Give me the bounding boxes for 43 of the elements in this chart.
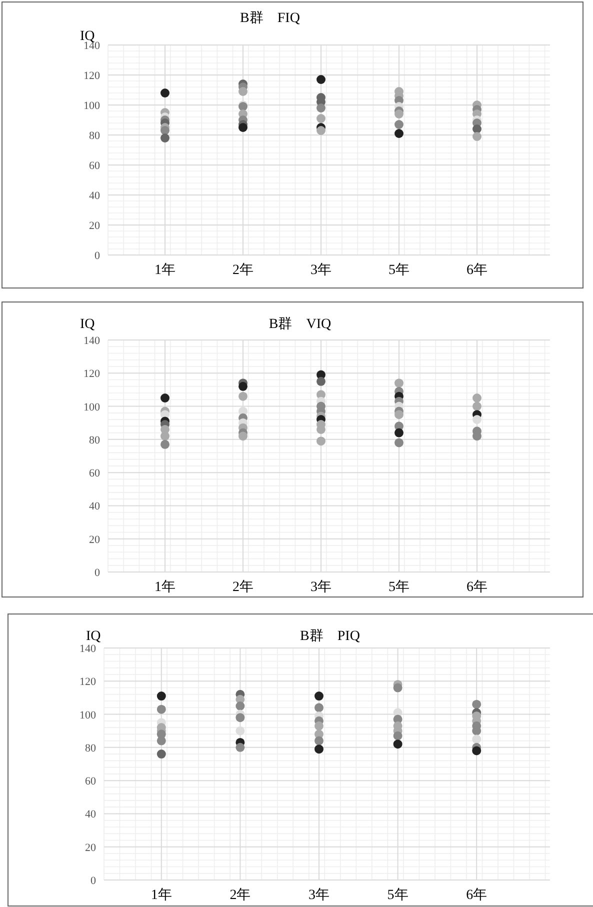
x-tick-label: 5年 (387, 887, 408, 903)
x-tick-label: 3年 (308, 887, 330, 903)
y-tick-label: 20 (85, 842, 96, 854)
x-tick-label: 2年 (232, 579, 254, 595)
y-tick-label: 100 (84, 401, 100, 414)
y-tick-label: 40 (85, 808, 96, 821)
x-tick-label: 3年 (310, 262, 332, 278)
y-tick-label: 100 (84, 100, 100, 112)
y-tick-label: 120 (84, 70, 100, 82)
chart-title: B群 FIQ (240, 10, 300, 26)
x-tick-label: 2年 (232, 262, 254, 278)
y-tick-label: 80 (85, 742, 96, 754)
y-axis-title: IQ (80, 317, 95, 332)
y-tick-label: 0 (94, 250, 100, 262)
x-tick-label: 1年 (154, 579, 176, 595)
x-tick-label: 1年 (150, 887, 172, 903)
x-tick-label: 1年 (154, 262, 176, 278)
y-tick-label: 20 (89, 220, 100, 232)
y-tick-label: 80 (89, 130, 100, 142)
y-tick-label: 40 (89, 500, 100, 513)
y-tick-label: 40 (89, 190, 100, 202)
x-tick-label: 6年 (466, 579, 488, 595)
y-tick-label: 60 (89, 160, 100, 172)
y-tick-label: 60 (89, 468, 100, 480)
y-tick-label: 120 (80, 676, 96, 688)
chart-title: B群 VIQ (268, 316, 332, 332)
y-tick-label: 0 (90, 875, 96, 887)
y-axis-title: IQ (86, 629, 101, 644)
y-tick-label: 80 (89, 434, 100, 446)
x-tick-label: 5年 (388, 262, 410, 278)
x-tick-label: 5年 (388, 579, 410, 595)
y-tick-label: 140 (80, 643, 96, 655)
y-tick-label: 120 (84, 368, 100, 380)
y-tick-label: 0 (94, 567, 100, 579)
chart-title: B群 PIQ (300, 628, 360, 644)
y-tick-label: 140 (84, 335, 100, 347)
y-tick-label: 100 (80, 709, 96, 722)
x-tick-label: 6年 (466, 887, 488, 903)
y-tick-label: 60 (85, 776, 96, 788)
x-tick-label: 2年 (230, 887, 251, 903)
x-tick-label: 6年 (466, 262, 488, 278)
x-tick-label: 3年 (310, 579, 332, 595)
y-tick-label: 20 (89, 534, 100, 546)
